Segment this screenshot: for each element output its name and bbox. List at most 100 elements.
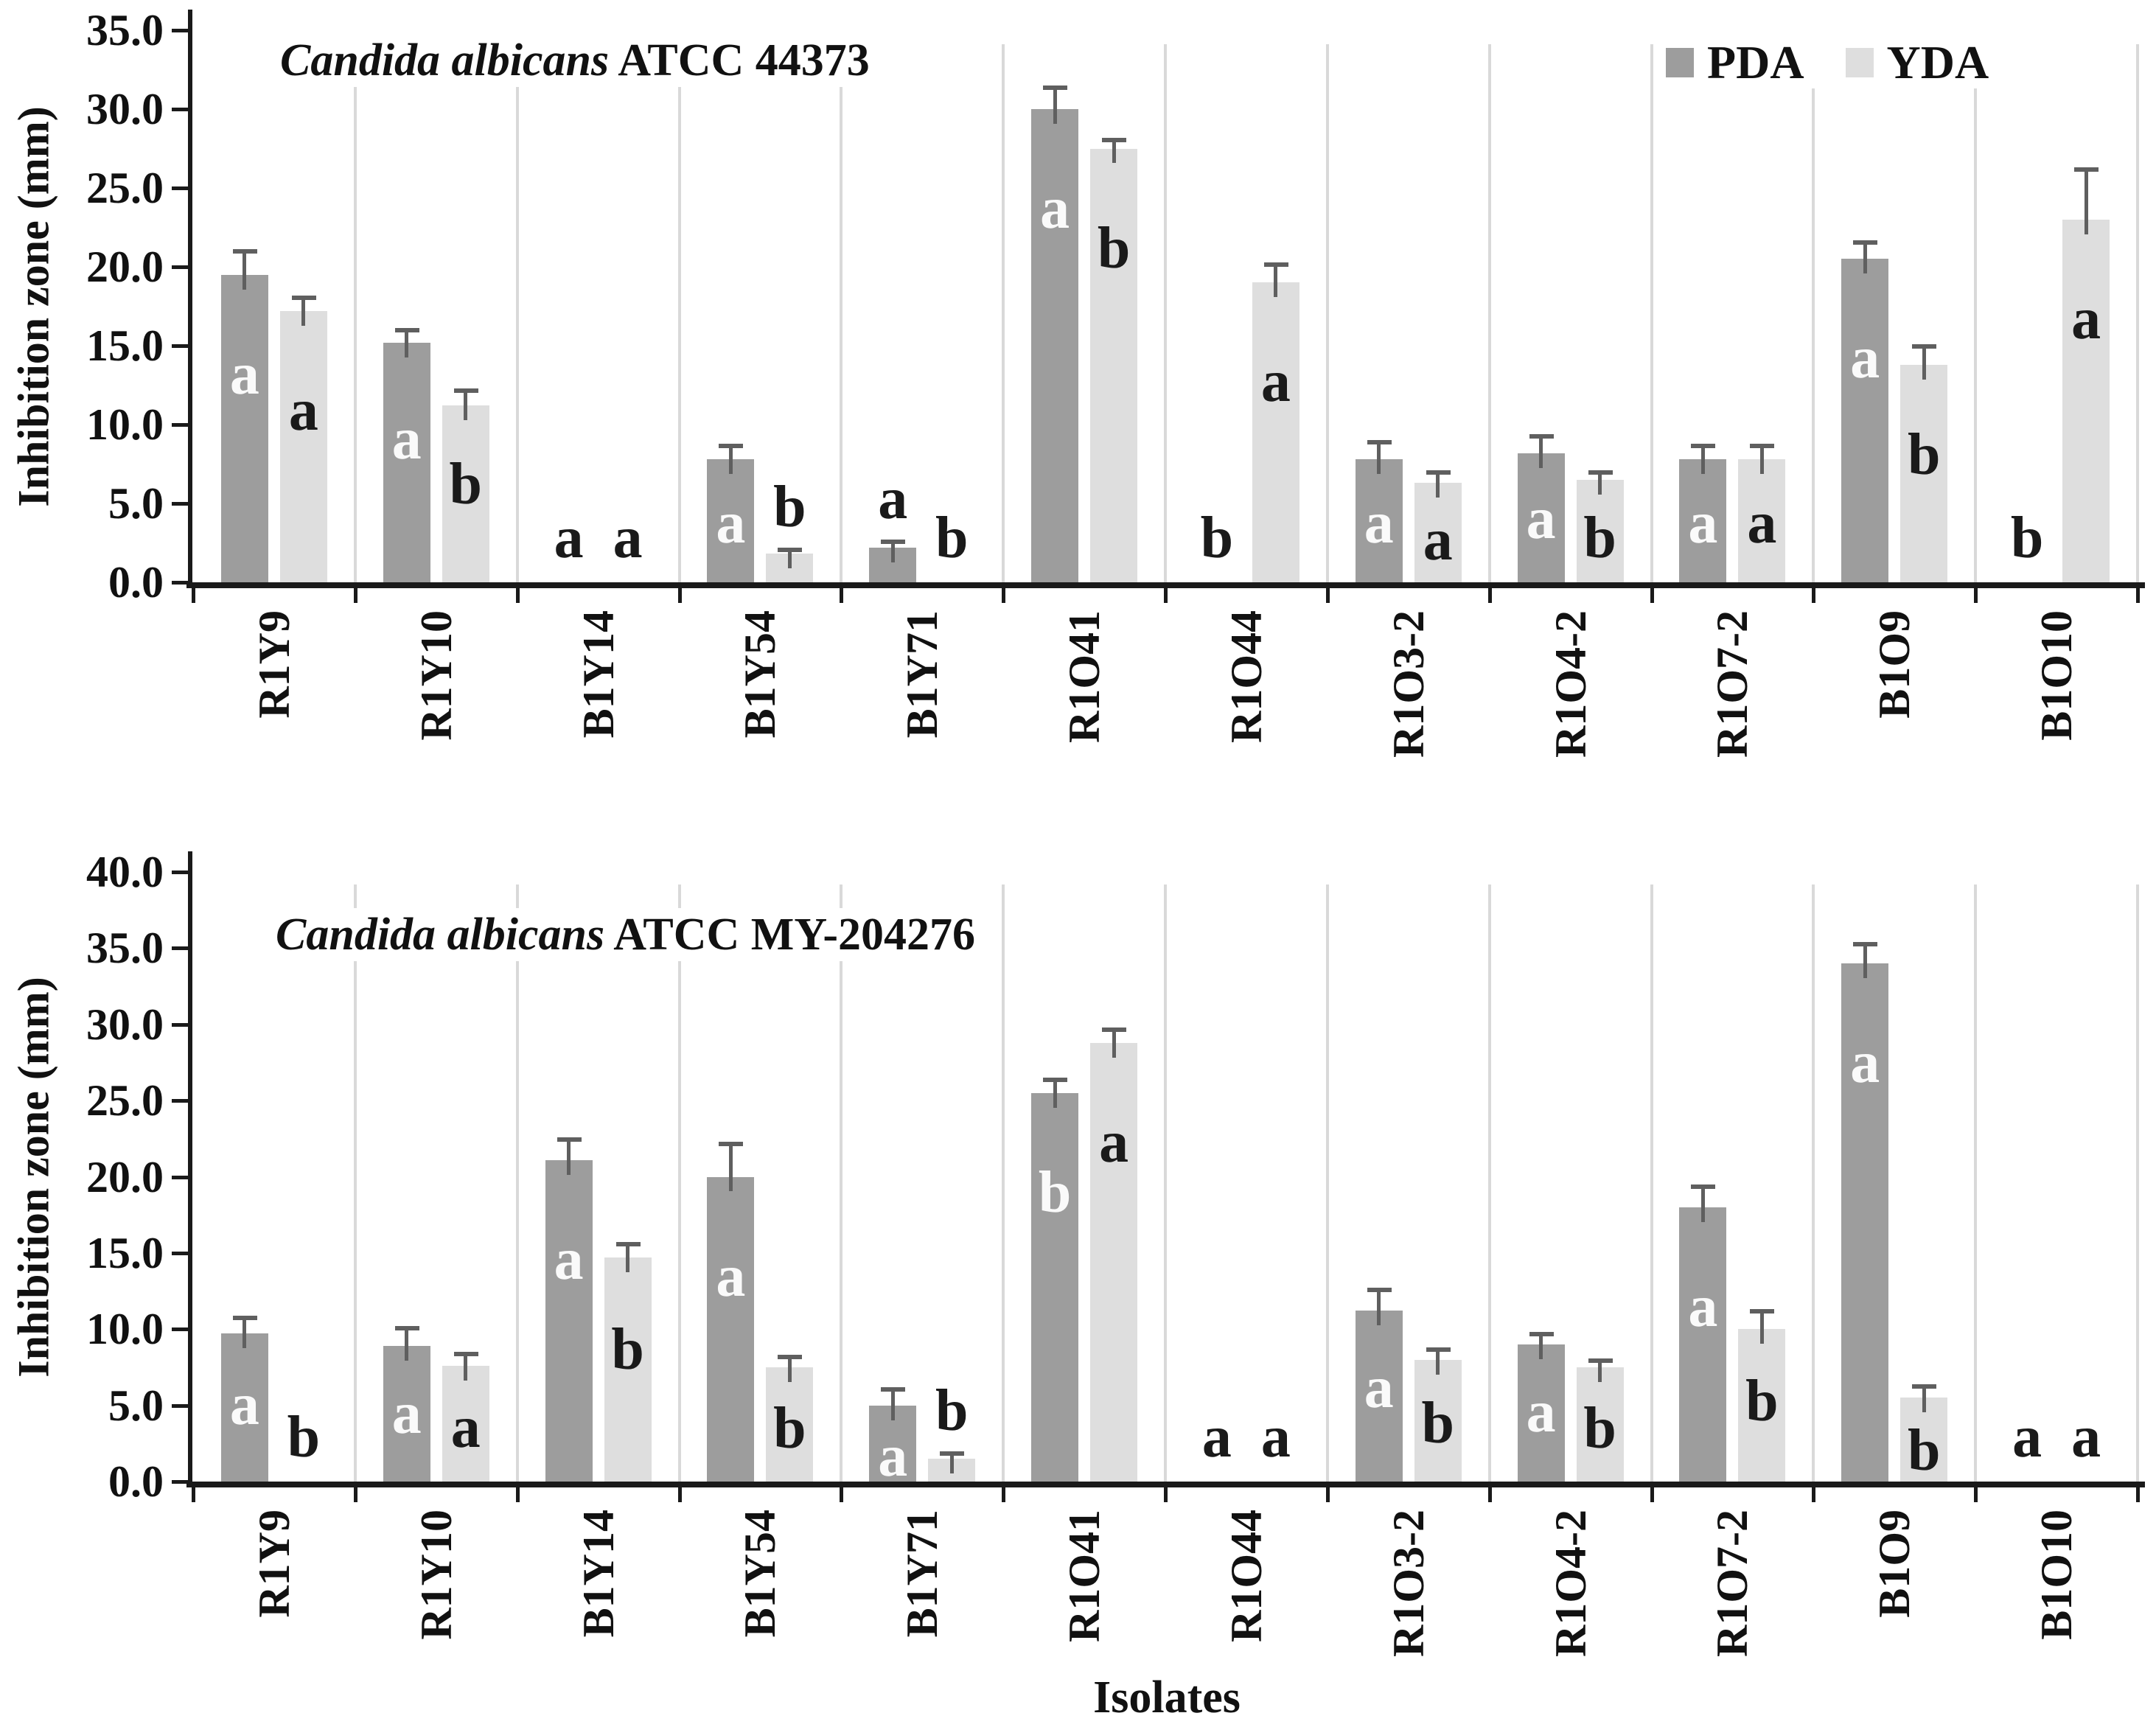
x-category-label: B1Y14: [573, 610, 623, 739]
y-tick: [172, 502, 189, 506]
error-bar-stem: [787, 1355, 792, 1382]
x-category-label: R1O44: [1221, 610, 1271, 743]
error-bar-stem: [1759, 1309, 1764, 1344]
x-tick: [1650, 1487, 1654, 1502]
error-bar-stem: [567, 1137, 571, 1175]
significance-letter: b: [611, 1317, 644, 1383]
error-bar-cap: [719, 1141, 744, 1146]
significance-letter: a: [288, 377, 318, 443]
error-bar-stem: [1053, 1078, 1057, 1108]
error-bar-stem: [1053, 85, 1057, 124]
x-tick: [677, 1487, 682, 1502]
y-axis-line: [188, 851, 192, 1487]
error-bar-cap: [1853, 942, 1878, 947]
significance-letter: b: [935, 1378, 969, 1443]
x-tick: [353, 1487, 357, 1502]
bar-yda-R1O7-2: [1738, 459, 1786, 582]
x-category-label: B1Y54: [736, 610, 785, 739]
error-bar-cap: [1912, 1384, 1937, 1389]
gridline: [1650, 44, 1653, 582]
error-bar-stem: [787, 547, 792, 569]
bar-yda-R1O41: [1090, 148, 1138, 582]
error-bar-stem: [1759, 443, 1764, 475]
x-category-label: B1O10: [2032, 1510, 2082, 1640]
error-bar-stem: [949, 1451, 954, 1473]
bar-pda-B1Y14: [545, 1159, 593, 1482]
x-tick: [1164, 1487, 1168, 1502]
x-axis-line: [186, 582, 2145, 588]
y-tick: [172, 1022, 189, 1027]
error-bar-cap: [394, 1326, 419, 1331]
gridline: [840, 885, 843, 1482]
error-bar-cap: [1043, 85, 1068, 90]
bar-yda-R1O3-2: [1414, 1359, 1462, 1482]
gridline: [353, 885, 357, 1482]
bar-pda-R1O7-2: [1679, 459, 1727, 582]
gridline: [677, 44, 681, 582]
bar-pda-R1O4-2: [1517, 453, 1565, 582]
error-bar-stem: [1112, 137, 1116, 164]
x-category-label: B1O9: [1870, 1510, 1919, 1618]
gridline: [1164, 885, 1167, 1482]
significance-letter: b: [773, 474, 806, 540]
significance-letter: a: [229, 341, 259, 407]
x-category-label: R1O7-2: [1708, 610, 1757, 758]
chart2-title-species: Candida albicans: [276, 910, 605, 960]
bar-pda-R1O41: [1031, 109, 1079, 582]
gridline: [1974, 44, 1978, 582]
x-tick: [2136, 1487, 2140, 1502]
y-tick: [172, 1251, 189, 1255]
bar-yda-R1O4-2: [1576, 1367, 1624, 1482]
error-bar-stem: [1539, 433, 1543, 468]
significance-letter: a: [1526, 1380, 1556, 1445]
error-bar-cap: [1912, 343, 1937, 349]
error-bar-cap: [881, 1386, 906, 1392]
error-bar-cap: [881, 540, 906, 545]
error-bar-cap: [232, 249, 257, 254]
x-tick: [1812, 1487, 1816, 1502]
significance-letter: a: [878, 1423, 908, 1489]
x-category-label: R1O3-2: [1384, 610, 1433, 758]
y-tick: [172, 946, 189, 951]
chart1-title-strain: ATCC 44373: [609, 35, 870, 86]
error-bar-stem: [301, 295, 306, 326]
y-tick: [172, 581, 189, 585]
y-tick-label: 5.0: [108, 479, 164, 528]
bar-yda-R1O41: [1090, 1042, 1138, 1482]
bar-pda-R1O7-2: [1679, 1207, 1727, 1482]
error-bar-cap: [1263, 262, 1288, 267]
error-bar-cap: [394, 328, 419, 333]
pda-swatch-icon: [1666, 48, 1694, 77]
bar-pda-R1O4-2: [1517, 1344, 1565, 1482]
error-bar-cap: [232, 1315, 257, 1320]
y-tick-label: 15.0: [86, 321, 164, 370]
significance-letter: b: [1908, 1418, 1941, 1484]
error-bar-cap: [1426, 470, 1451, 475]
significance-letter: a: [1260, 1405, 1291, 1470]
error-bar-stem: [1863, 240, 1867, 274]
error-bar-cap: [453, 1352, 478, 1357]
gridline: [2136, 44, 2139, 582]
bar-yda-B1Y54: [766, 1367, 814, 1482]
error-bar-cap: [1102, 137, 1127, 142]
error-bar-stem: [1863, 942, 1867, 979]
y-tick: [172, 423, 189, 427]
error-bar-stem: [1598, 1358, 1602, 1382]
y-tick-label: 10.0: [86, 400, 164, 449]
x-category-label: R1Y10: [411, 1510, 461, 1640]
significance-letter: a: [1260, 349, 1291, 415]
x-category-label: R1Y9: [249, 1510, 299, 1618]
error-bar-cap: [453, 388, 478, 393]
error-bar-cap: [557, 1137, 582, 1142]
chart2-title-strain: ATCC MY-204276: [604, 910, 976, 960]
y-tick: [172, 1403, 189, 1408]
bar-yda-R1O44: [1252, 282, 1299, 582]
error-bar-cap: [291, 295, 316, 300]
error-bar-stem: [1436, 1347, 1440, 1375]
significance-letter: a: [391, 1381, 422, 1446]
error-bar-cap: [1367, 440, 1392, 445]
gridline: [515, 44, 519, 582]
x-category-label: B1O9: [1870, 610, 1919, 719]
x-category-label: R1Y10: [411, 610, 461, 741]
bar-yda-B1O9: [1900, 364, 1948, 582]
